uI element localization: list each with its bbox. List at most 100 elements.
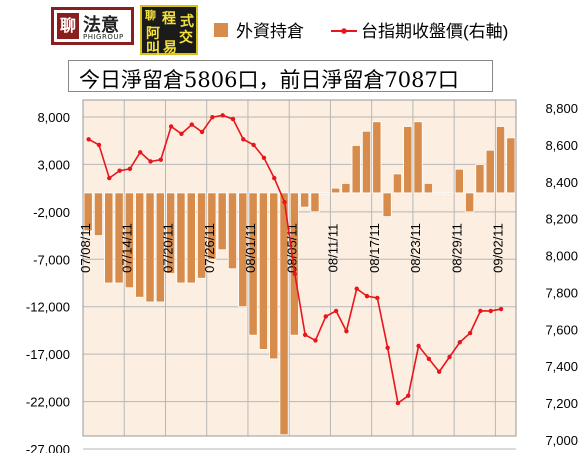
price-point [251, 142, 256, 148]
x-tick-label: 07/26/11 [202, 223, 217, 273]
chart-title: 今日淨留倉5806口，前日淨留倉7087口 [79, 68, 459, 92]
price-point [457, 340, 463, 345]
legend-bar-label: 外資持倉 [236, 22, 304, 41]
bar [475, 164, 485, 194]
bar [341, 182, 351, 194]
bar [310, 192, 320, 213]
bar-series [83, 121, 516, 436]
logo2-char: 叫 [146, 41, 160, 57]
x-tick-label: 07/14/11 [119, 223, 134, 273]
bar [83, 192, 93, 232]
price-point [158, 157, 164, 162]
price-point [354, 286, 359, 291]
bar [186, 192, 196, 284]
left-tick-label: -12,000 [26, 300, 70, 315]
price-point [138, 150, 143, 155]
legend-bar-swatch [214, 23, 228, 37]
price-point [478, 308, 483, 314]
price-point [467, 330, 473, 336]
price-point [385, 345, 390, 350]
legend: 外資持倉 台指期收盤價(右軸) [214, 22, 508, 41]
bar [300, 192, 310, 208]
right-tick-label: 7,200 [545, 396, 578, 411]
bar [176, 192, 186, 284]
logo2-char: 程 [162, 11, 176, 27]
right-tick-label: 7,600 [545, 322, 578, 337]
bar [506, 137, 516, 194]
bar [135, 192, 145, 298]
price-point [107, 175, 112, 181]
price-point [498, 306, 504, 312]
bar [166, 192, 176, 274]
bar [279, 192, 289, 436]
legend-line-dot [341, 28, 347, 34]
left-tick-label: -27,000 [26, 442, 70, 453]
grid-lines [82, 99, 517, 450]
right-tick-label: 7,400 [545, 359, 578, 374]
right-axis: 8,800 8,600 8,400 8,200 8,000 7,800 7,600 7,400… [545, 101, 578, 448]
bar [485, 149, 495, 194]
bar [258, 192, 268, 350]
bar [248, 192, 258, 336]
bar [320, 192, 330, 195]
x-tick-labels: 07/08/11 07/14/11 07/20/11 07/26/11 08/01/11… [78, 223, 505, 273]
bar [454, 168, 464, 194]
x-tick-label: 08/17/11 [367, 223, 382, 273]
price-point [261, 155, 267, 160]
bar [217, 192, 227, 251]
bar [372, 121, 382, 194]
bar [114, 192, 124, 284]
right-tick-label: 8,400 [545, 175, 578, 190]
bar [155, 192, 165, 303]
price-point [117, 168, 122, 173]
price-point [406, 393, 411, 398]
price-point [344, 328, 349, 334]
price-point [313, 338, 318, 343]
right-tick-label: 8,800 [545, 101, 578, 116]
price-point [199, 129, 205, 135]
bar [269, 192, 279, 360]
left-tick-label: 8,000 [37, 110, 70, 125]
chart-title-box: 今日淨留倉5806口，前日淨留倉7087口 [68, 60, 493, 92]
bar [197, 192, 207, 279]
bar [351, 145, 361, 194]
right-tick-label: 7,000 [545, 433, 578, 448]
legend-line-label: 台指期收盤價(右軸) [361, 22, 508, 41]
price-point [436, 369, 442, 374]
bar [93, 192, 104, 236]
price-point [488, 308, 493, 314]
logo2-char: 易 [163, 40, 177, 56]
bar [413, 121, 423, 194]
price-point [364, 293, 370, 299]
bar [145, 192, 155, 303]
price-point [127, 166, 133, 172]
price-point [282, 199, 287, 205]
phigroup-logo: 聊 法意 PHIGROUP [51, 7, 134, 45]
price-point [323, 314, 328, 319]
plot-area [83, 100, 516, 436]
left-tick-label: -2,000 [33, 205, 70, 220]
price-point [189, 122, 194, 127]
price-point [292, 271, 298, 277]
price-point [272, 175, 277, 181]
bar [444, 192, 454, 195]
price-point [395, 400, 401, 406]
x-tick-label: 09/02/11 [491, 223, 506, 273]
price-point [96, 142, 102, 148]
bar [465, 192, 475, 213]
bar [227, 192, 238, 270]
x-tick-label: 08/11/11 [326, 224, 341, 273]
bar [361, 130, 372, 194]
left-tick-label: -22,000 [26, 395, 70, 410]
price-point [447, 354, 452, 360]
bar [124, 192, 134, 289]
bar [104, 192, 114, 284]
line-series [86, 113, 504, 406]
x-tick-label: 08/01/11 [243, 223, 258, 273]
program-trading-logo: 聊 程 式 阿 交 叫 易 [140, 5, 198, 57]
logo2-char: 交 [179, 30, 193, 46]
logo-seal: 聊 [57, 13, 79, 39]
x-tick-label: 07/20/11 [161, 223, 176, 273]
logo2-char: 聊 [145, 9, 156, 22]
